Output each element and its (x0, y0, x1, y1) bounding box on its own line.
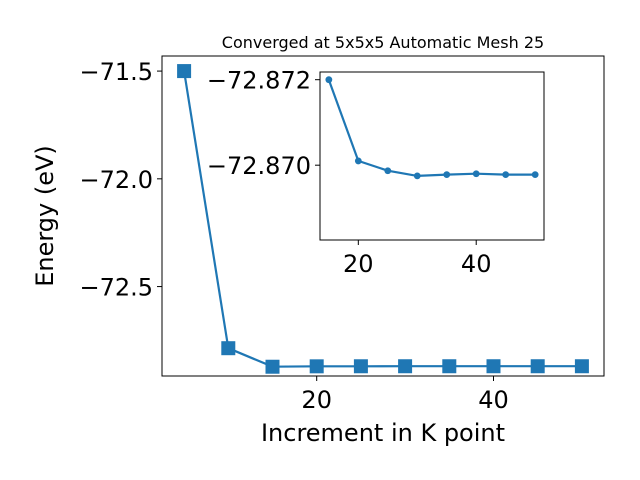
main-y-tick-label: −72.0 (79, 166, 153, 194)
main-data-point (177, 64, 192, 79)
main-data-point (398, 359, 413, 374)
chart-title: Converged at 5x5x5 Automatic Mesh 25 (222, 33, 544, 52)
inset-data-point (443, 171, 451, 178)
y-axis-label: Energy (eV) (31, 145, 59, 287)
inset-data-point (413, 172, 421, 180)
inset-series-line (327, 79, 536, 178)
inset-data-point (325, 76, 333, 84)
inset-data-point (531, 171, 539, 178)
inset-data-point (384, 167, 392, 175)
main-x-tick-label: 40 (478, 386, 509, 414)
main-x-tick-label: 20 (301, 386, 332, 414)
inset-plot: 20 40 −72.872 −72.870 (207, 67, 545, 278)
main-data-point (353, 359, 368, 374)
main-y-tick-label: −71.5 (79, 58, 153, 86)
inset-plot-frame (319, 71, 545, 241)
inset-ticks: 20 40 −72.872 −72.870 (207, 67, 492, 278)
inset-y-tick-label: −72.872 (207, 67, 311, 95)
inset-y-tick-label: −72.870 (207, 152, 311, 180)
x-axis-label: Increment in K point (261, 419, 505, 447)
main-data-point (265, 359, 280, 374)
main-data-point (442, 359, 457, 374)
main-data-point (221, 341, 236, 356)
inset-data-point (354, 157, 362, 165)
main-data-point (574, 359, 589, 374)
inset-x-tick-label: 40 (461, 250, 492, 278)
main-y-tick-label: −72.5 (79, 274, 153, 302)
inset-x-tick-label: 20 (343, 250, 374, 278)
main-data-point (309, 359, 324, 374)
inset-data-point (472, 170, 480, 178)
main-series-line (183, 70, 582, 368)
main-series (177, 64, 589, 374)
inset-data-point (502, 171, 510, 178)
main-ticks: 20 40 −71.5 −72.0 −72.5 (79, 58, 508, 414)
main-data-point (486, 359, 501, 374)
main-data-point (530, 359, 545, 374)
inset-series (325, 76, 539, 180)
